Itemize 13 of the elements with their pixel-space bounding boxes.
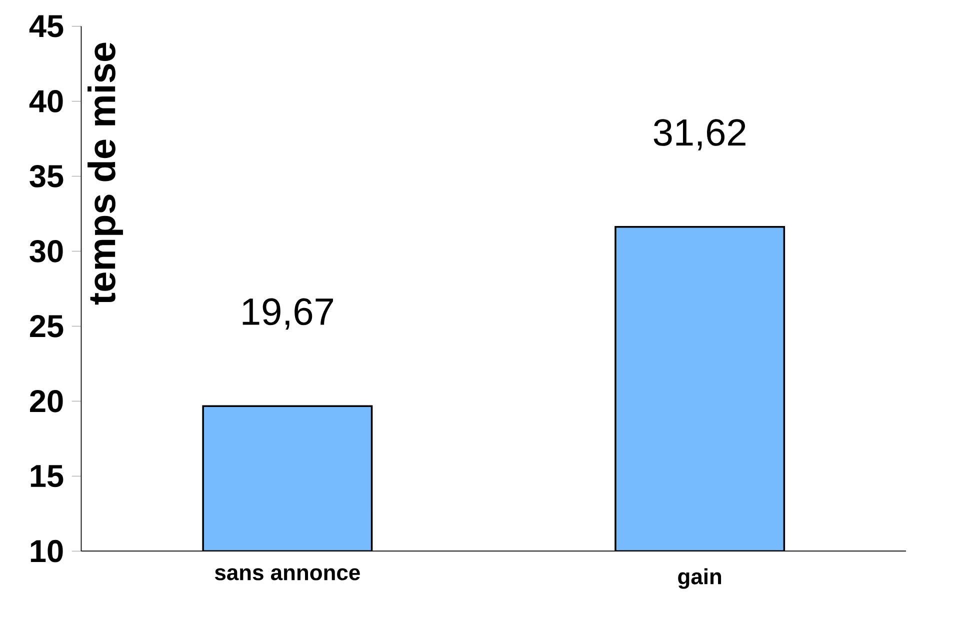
y-axis-title: temps de mise <box>88 42 123 305</box>
y-tick-label: 30 <box>30 240 63 262</box>
data-label: 19,67 <box>242 298 333 330</box>
y-tick-label: 20 <box>30 390 63 412</box>
y-tick-label: 15 <box>30 465 64 488</box>
x-tick-label: gain <box>678 568 722 589</box>
data-label: 31,62 <box>654 119 746 150</box>
y-tick-label: 35 <box>30 165 64 188</box>
y-tick-label: 25 <box>30 315 64 338</box>
x-tick-label: sans annonce <box>214 568 360 580</box>
y-tick-label: 10 <box>30 540 63 562</box>
y-tick-label: 45 <box>29 15 64 38</box>
y-tick-label: 40 <box>29 90 63 112</box>
